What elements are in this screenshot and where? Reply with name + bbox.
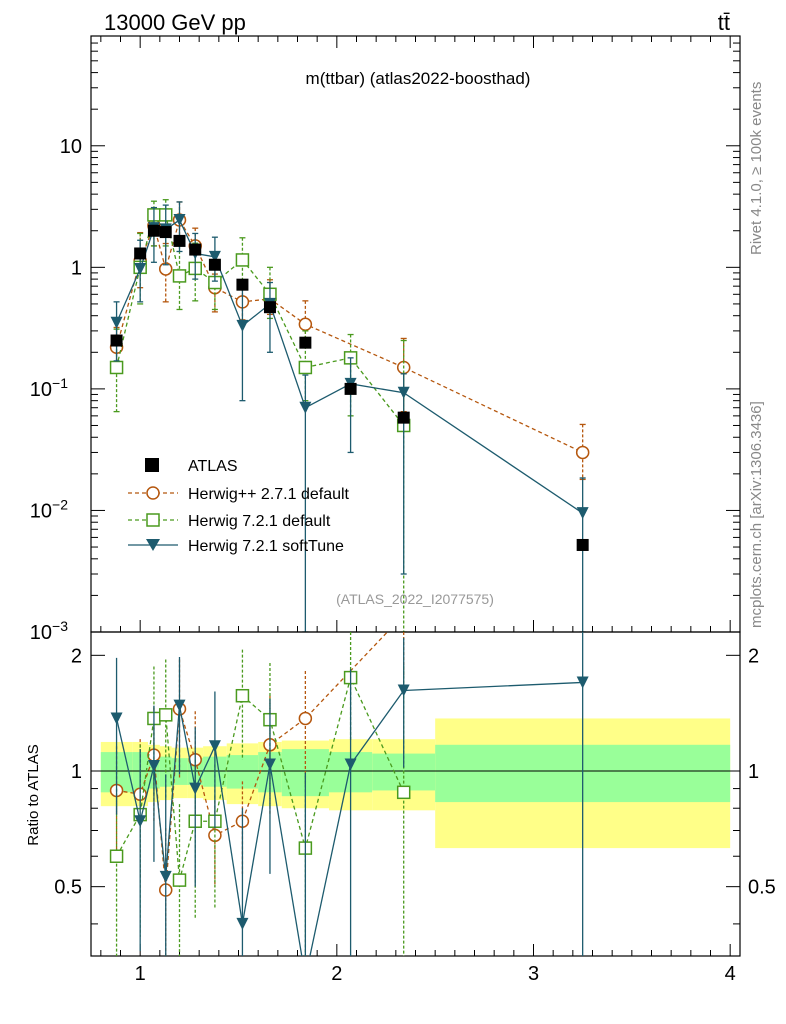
legend-marker-herwigpp xyxy=(146,486,160,500)
x-axis: 1 2 3 4 xyxy=(135,963,736,985)
series-1-point xyxy=(575,445,590,460)
atlas-data-point xyxy=(173,234,186,247)
series-2-ratio-point xyxy=(172,873,187,887)
series-3-ratio-point xyxy=(134,815,147,828)
legend-label-herwig721-softtune: Herwig 7.2.1 softTune xyxy=(188,538,344,555)
legend-marker-herwig721-softtune xyxy=(146,539,160,551)
series-2-ratio-line xyxy=(116,675,405,881)
y-tick-label-ratio: 1 xyxy=(71,761,82,783)
atlas-data-point xyxy=(159,226,172,239)
series-3-ratio xyxy=(110,632,589,956)
series-3-ratio-point xyxy=(344,758,357,771)
series-1-point xyxy=(298,317,313,332)
plot-title: m(ttbar) (atlas2022-boosthad) xyxy=(306,69,531,88)
y-tick-label-main: 10 xyxy=(60,136,82,158)
series-3-point xyxy=(576,507,589,520)
atlas-data-point xyxy=(263,301,276,314)
y-tick-label-main: 1 xyxy=(71,257,82,279)
series-3-ratio-point xyxy=(576,676,589,689)
series-3-line xyxy=(115,219,584,514)
x-tick-label: 4 xyxy=(725,963,736,985)
ratio-y-label: Ratio to ATLAS xyxy=(25,744,42,845)
atlas-data-point xyxy=(134,247,147,260)
series-atlas-main xyxy=(110,224,589,551)
atlas-data-point xyxy=(110,334,123,347)
atlas-data-point xyxy=(147,224,160,237)
series-3-point xyxy=(173,214,186,227)
series-3-ratio-point xyxy=(208,740,221,753)
legend-marker-herwig721-default xyxy=(146,513,160,527)
y-tick-label-main: 10−3 xyxy=(30,618,68,644)
y-axis-main: 10 1 10−1 10−2 10−3 xyxy=(30,35,740,644)
atlas-data-point xyxy=(397,411,410,424)
series-2-ratio-point xyxy=(396,785,411,800)
legend-marker-atlas xyxy=(145,458,159,472)
series-1-line xyxy=(115,218,583,454)
x-tick-label: 1 xyxy=(135,963,146,985)
legend-label-atlas: ATLAS xyxy=(188,458,238,475)
y-axis-ratio: 2 2 1 1 0.5 0.5 xyxy=(54,645,776,925)
series-3-main xyxy=(110,201,589,632)
y-tick-label-ratio-right: 2 xyxy=(748,645,759,667)
series-2-ratio-point xyxy=(235,688,250,703)
legend: ATLAS Herwig++ 2.7.1 default Herwig 7.2.… xyxy=(128,458,350,555)
series-2-point xyxy=(109,360,124,375)
series-3-point xyxy=(397,386,410,399)
ratio-panel: 1 2 3 4 2 2 1 1 0.5 0.5 xyxy=(54,631,776,985)
process-label: tt̄ xyxy=(718,10,730,35)
y-tick-label-ratio: 2 xyxy=(71,645,82,667)
legend-label-herwig721-default: Herwig 7.2.1 default xyxy=(188,513,331,530)
series-2-ratio-point xyxy=(109,849,124,863)
series-3-ratio-point xyxy=(110,712,123,725)
series-3-point xyxy=(236,319,249,332)
series-3-ratio-point xyxy=(263,758,276,771)
series-2-point xyxy=(298,360,313,375)
rivet-label: Rivet 4.1.0, ≥ 100k events xyxy=(748,82,765,255)
y-tick-label-main: 10−1 xyxy=(30,375,68,401)
atlas-data-point xyxy=(189,243,202,256)
legend-label-herwigpp: Herwig++ 2.7.1 default xyxy=(188,486,350,503)
series-2-point xyxy=(235,253,250,267)
main-panel: 10 1 10−1 10−2 10−3 xyxy=(30,35,741,644)
series-1-ratio-point xyxy=(298,711,313,726)
y-tick-label-ratio-right: 1 xyxy=(748,761,759,783)
series-3-point xyxy=(208,250,221,263)
mcplots-label: mcplots.cern.ch [arXiv:1306.3436] xyxy=(748,401,765,628)
atlas-data-point xyxy=(208,258,221,271)
y-tick-label-ratio: 0.5 xyxy=(54,877,82,899)
series-3-ratio-point xyxy=(189,782,202,795)
y-tick-label-main: 10−2 xyxy=(30,496,68,522)
series-2-ratio-point xyxy=(158,708,173,722)
series-3-point xyxy=(299,401,312,414)
atlas-data-point xyxy=(576,538,589,551)
energy-label: 13000 GeV pp xyxy=(104,10,246,35)
series-3-point xyxy=(110,316,123,329)
atlas-data-point xyxy=(299,336,312,349)
series-2-point xyxy=(172,269,187,283)
atlas-data-point xyxy=(344,382,357,395)
x-tick-label: 2 xyxy=(331,963,342,985)
atlas-data-point xyxy=(236,278,249,291)
y-tick-label-ratio-right: 0.5 xyxy=(748,877,776,899)
series-3-ratio-point xyxy=(236,917,249,930)
series-3-ratio-point xyxy=(397,684,410,697)
series-3-point xyxy=(134,262,147,275)
series-2-main xyxy=(109,199,411,632)
series-3-ratio-point xyxy=(173,699,186,712)
series-3-ratio-point xyxy=(159,870,172,883)
watermark-label: (ATLAS_2022_I2077575) xyxy=(336,591,494,607)
x-tick-label: 3 xyxy=(528,963,539,985)
series-3-ratio-point xyxy=(147,760,160,773)
